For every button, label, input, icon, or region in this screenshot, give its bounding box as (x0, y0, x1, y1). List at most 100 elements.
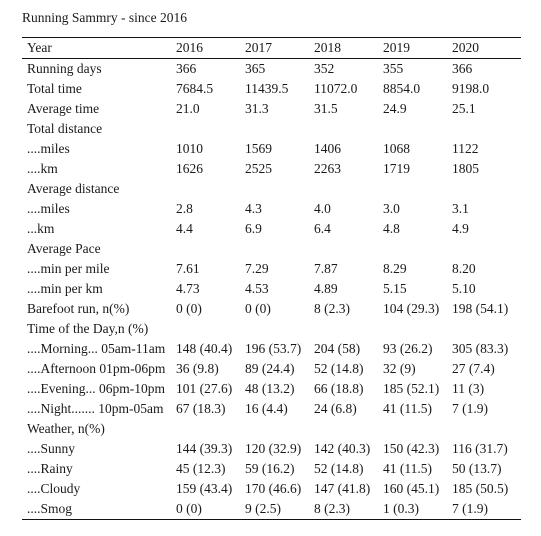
value-cell: 8854.0 (383, 81, 421, 96)
value-cell (452, 319, 521, 339)
row-label-cell: Barefoot run, n(%) (27, 301, 130, 316)
value-cell: 2263 (314, 161, 341, 176)
value-cell (176, 119, 245, 139)
value-cell (245, 319, 314, 339)
value-cell (314, 119, 383, 139)
table-row: Total time 7684.5 11439.5 11072.0 8854.0 9198… (22, 79, 521, 99)
row-label-cell: Weather, n(%) (27, 421, 105, 436)
value-cell (383, 419, 452, 439)
table-row: Average Pace (22, 239, 521, 259)
value-cell: 185 (50.5) (452, 481, 509, 496)
table-row: Average time 21.0 31.3 31.5 24.9 25.1 (22, 99, 521, 119)
value-cell: 11072.0 (314, 81, 358, 96)
value-cell: 4.3 (245, 201, 262, 216)
table-row: Barefoot run, n(%) 0 (0) 0 (0) 8 (2.3) 104 (… (22, 299, 521, 319)
value-cell: 147 (41.8) (314, 481, 371, 496)
value-cell: 24.9 (383, 101, 407, 116)
table-row: ....Sunny 144 (39.3) 120 (32.9) 142 (40.3) 1… (22, 439, 521, 459)
table-header-row: Year 2016 2017 2018 2019 2020 (22, 38, 521, 59)
value-cell: 104 (29.3) (383, 301, 440, 316)
table-row: ....min per mile 7.61 7.29 7.87 8.29 8.20 (22, 259, 521, 279)
value-cell: 7.61 (176, 261, 200, 276)
value-cell: 24 (6.8) (314, 401, 357, 416)
row-label-cell: ....Cloudy (27, 481, 81, 496)
value-cell: 2.8 (176, 201, 193, 216)
value-cell: 31.5 (314, 101, 338, 116)
value-cell: 1626 (176, 161, 203, 176)
value-cell: 1719 (383, 161, 410, 176)
row-label-cell: Average Pace (27, 241, 101, 256)
value-cell (314, 179, 383, 199)
row-label-cell: ....min per mile (27, 261, 110, 276)
table-row: ....Cloudy 159 (43.4) 170 (46.6) 147 (41.8)… (22, 479, 521, 499)
row-label-cell: Time of the Day,n (%) (27, 321, 149, 336)
value-cell: 48 (13.2) (245, 381, 295, 396)
value-cell (452, 419, 521, 439)
value-cell (452, 239, 521, 259)
value-cell: 21.0 (176, 101, 200, 116)
row-label-cell: Running days (27, 61, 102, 76)
table-row: ...km 4.4 6.9 6.4 4.8 4.9 (22, 219, 521, 239)
value-cell (314, 319, 383, 339)
row-label-cell: ....Sunny (27, 441, 76, 456)
value-cell: 36 (9.8) (176, 361, 219, 376)
value-cell: 7 (1.9) (452, 501, 488, 516)
table-row: Weather, n(%) (22, 419, 521, 439)
header-year-cell: 2020 (452, 38, 521, 59)
table-row: Total distance (22, 119, 521, 139)
value-cell (314, 239, 383, 259)
value-cell (245, 119, 314, 139)
row-label-cell: Average distance (27, 181, 120, 196)
value-cell (452, 179, 521, 199)
table-row: ....miles 1010 1569 1406 1068 1122 (22, 139, 521, 159)
value-cell: 120 (32.9) (245, 441, 302, 456)
value-cell: 4.53 (245, 281, 269, 296)
table-row: ....Morning... 05am-11am 148 (40.4) 196 (5… (22, 339, 521, 359)
row-label-cell: ....Evening... 06pm-10pm (27, 381, 165, 396)
value-cell: 93 (26.2) (383, 341, 433, 356)
row-label-cell: ....miles (27, 201, 70, 216)
row-label-cell: Total time (27, 81, 82, 96)
value-cell: 8.20 (452, 261, 476, 276)
value-cell: 366 (452, 61, 473, 76)
value-cell (383, 319, 452, 339)
value-cell: 50 (13.7) (452, 461, 502, 476)
value-cell (383, 119, 452, 139)
value-cell: 1068 (383, 141, 410, 156)
table-row: ....Afternoon 01pm-06pm 36 (9.8) 89 (24.4)… (22, 359, 521, 379)
table-body: Running days 366 365 352 355 366 Total time 768… (22, 59, 521, 520)
table-row: ....Rainy 45 (12.3) 59 (16.2) 52 (14.8) 41 (… (22, 459, 521, 479)
header-year-cell: 2017 (245, 38, 314, 59)
value-cell (383, 179, 452, 199)
value-cell: 4.9 (452, 221, 469, 236)
value-cell: 352 (314, 61, 335, 76)
value-cell: 1122 (452, 141, 479, 156)
value-cell: 355 (383, 61, 404, 76)
value-cell: 305 (83.3) (452, 341, 509, 356)
value-cell: 41 (11.5) (383, 461, 432, 476)
value-cell (314, 419, 383, 439)
value-cell: 6.4 (314, 221, 331, 236)
value-cell: 150 (42.3) (383, 441, 440, 456)
value-cell: 1406 (314, 141, 341, 156)
value-cell: 0 (0) (245, 301, 271, 316)
row-label-cell: ....Night....... 10pm-05am (27, 401, 164, 416)
value-cell (383, 239, 452, 259)
value-cell: 4.89 (314, 281, 338, 296)
value-cell: 16 (4.4) (245, 401, 288, 416)
value-cell: 116 (31.7) (452, 441, 508, 456)
value-cell: 4.0 (314, 201, 331, 216)
header-year-cell: 2016 (176, 38, 245, 59)
value-cell: 66 (18.8) (314, 381, 364, 396)
value-cell: 170 (46.6) (245, 481, 302, 496)
value-cell: 9198.0 (452, 81, 490, 96)
value-cell: 8 (2.3) (314, 501, 350, 516)
table-row: ....Smog 0 (0) 9 (2.5) 8 (2.3) 1 (0.3) 7 (1.9… (22, 499, 521, 519)
table-row: Time of the Day,n (%) (22, 319, 521, 339)
value-cell: 4.73 (176, 281, 200, 296)
value-cell: 45 (12.3) (176, 461, 226, 476)
value-cell: 8 (2.3) (314, 301, 350, 316)
row-label-cell: Total distance (27, 121, 103, 136)
row-label-cell: ....km (27, 161, 58, 176)
value-cell: 144 (39.3) (176, 441, 233, 456)
